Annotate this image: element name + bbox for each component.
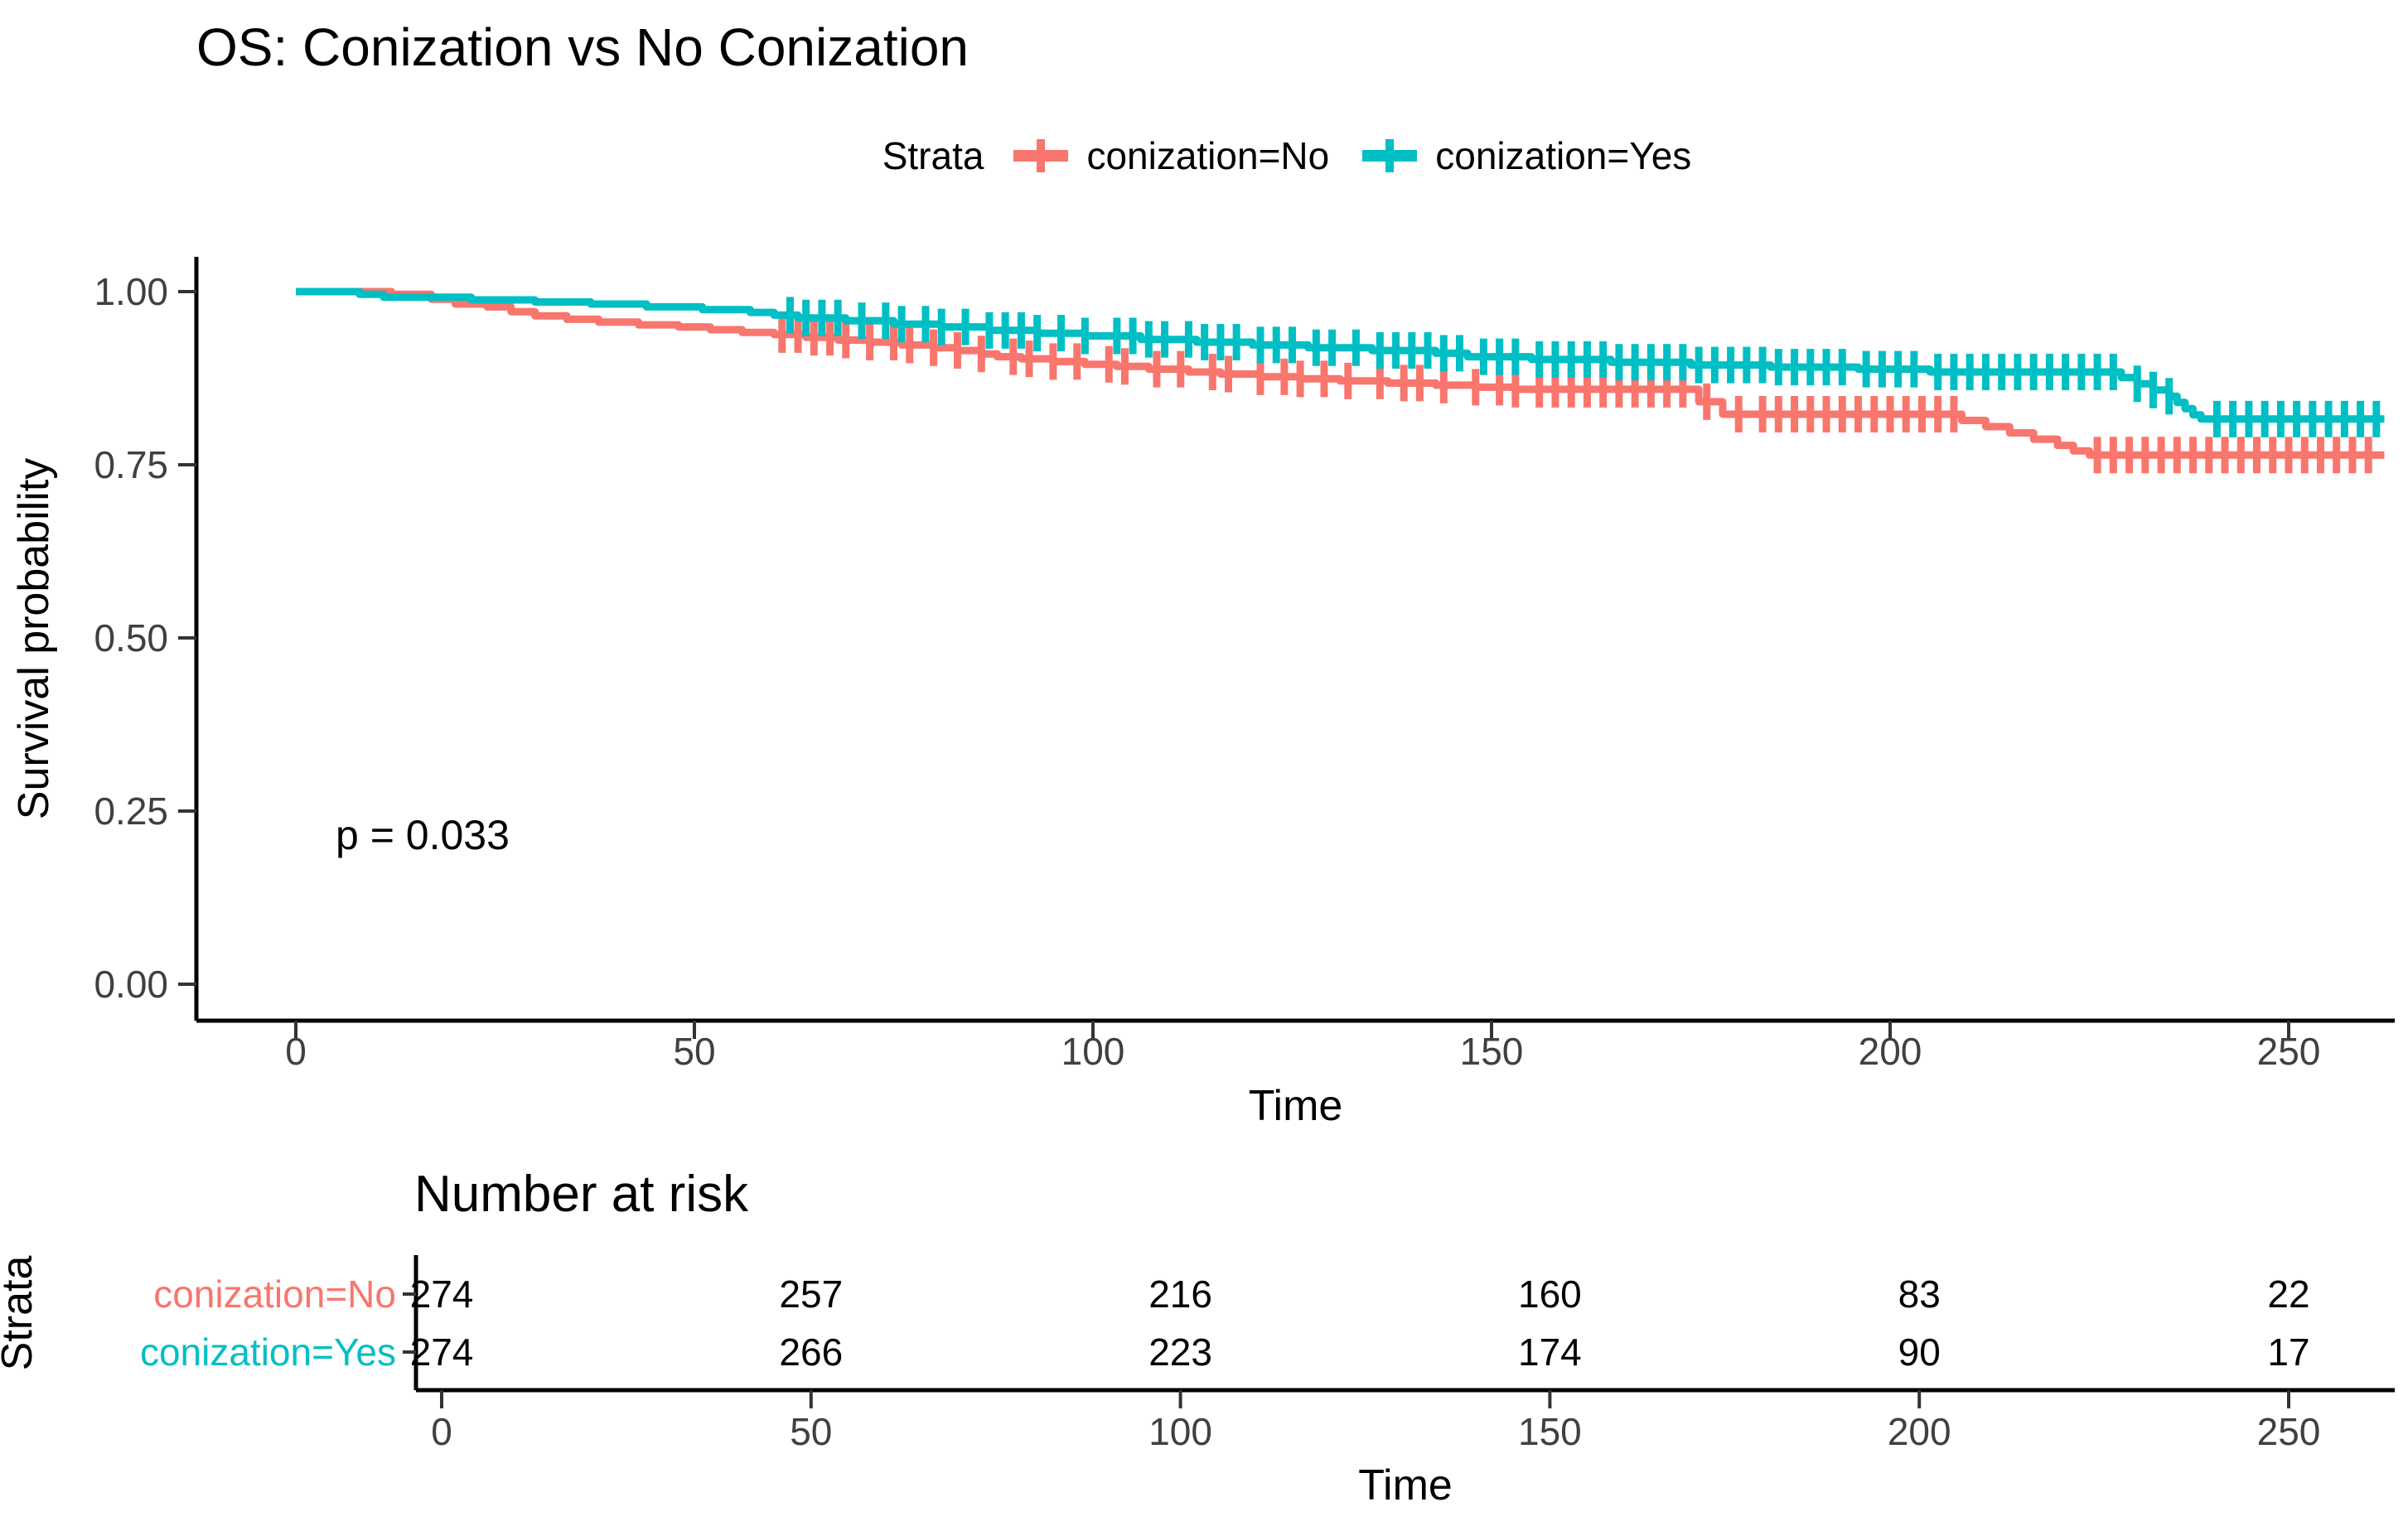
risk-count: 257 bbox=[779, 1273, 843, 1316]
risk-count: 223 bbox=[1148, 1331, 1212, 1374]
risk-count: 266 bbox=[779, 1331, 843, 1374]
legend-item-yes: conization=Yes bbox=[1362, 129, 1691, 182]
y-axis-title: Survival probability bbox=[10, 458, 58, 819]
legend-key-plus-icon bbox=[1362, 139, 1418, 172]
risk-x-tick-label: 250 bbox=[2257, 1410, 2321, 1453]
y-tick-label: 0.75 bbox=[94, 443, 168, 486]
risk-x-tick-label: 50 bbox=[790, 1410, 832, 1453]
legend: Strata conization=No conization=Yes bbox=[166, 126, 2408, 186]
legend-title: Strata bbox=[882, 134, 984, 177]
y-tick-label: 1.00 bbox=[94, 270, 168, 313]
x-tick-label: 250 bbox=[2257, 1030, 2321, 1073]
risk-x-axis-title: Time bbox=[1358, 1461, 1453, 1509]
risk-row-label-no: conization=No bbox=[153, 1273, 396, 1316]
risk-count: 22 bbox=[2267, 1273, 2309, 1316]
legend-items: conization=No conization=Yes bbox=[1013, 129, 1691, 182]
risk-count: 274 bbox=[410, 1331, 474, 1374]
risk-x-tick-label: 100 bbox=[1148, 1410, 1212, 1453]
x-tick-label: 150 bbox=[1460, 1030, 1524, 1073]
risk-x-tick-label: 150 bbox=[1518, 1410, 1582, 1453]
x-axis-title: Time bbox=[1249, 1082, 1343, 1130]
x-tick-label: 50 bbox=[673, 1030, 715, 1073]
risk-row-label-yes: conization=Yes bbox=[140, 1331, 396, 1374]
risk-count: 216 bbox=[1148, 1273, 1212, 1316]
risk-count: 274 bbox=[410, 1273, 474, 1316]
plot-title: OS: Conization vs No Conization bbox=[196, 17, 969, 77]
risk-strata-axis-title: Strata bbox=[0, 1256, 41, 1371]
y-tick-label: 0.00 bbox=[94, 963, 168, 1006]
risk-count: 83 bbox=[1898, 1273, 1941, 1316]
survival-plot-svg: 1.00 0.75 0.50 0.25 0.00 0 50 100 150 200 250 Time S… bbox=[10, 257, 2395, 1130]
y-tick-label: 0.50 bbox=[94, 616, 168, 659]
risk-count: 90 bbox=[1898, 1331, 1941, 1374]
p-value: p = 0.033 bbox=[336, 812, 510, 858]
risk-x-tick-label: 200 bbox=[1888, 1410, 1951, 1453]
y-tick-label: 0.25 bbox=[94, 790, 168, 833]
risk-count: 174 bbox=[1518, 1331, 1582, 1374]
x-tick-label: 0 bbox=[285, 1030, 307, 1073]
legend-key-plus-icon bbox=[1013, 139, 1069, 172]
km-curve-yes bbox=[296, 287, 2385, 423]
risk-table-svg: Number at risk Strata conization=No 274 257 2… bbox=[0, 1166, 2395, 1509]
censor-marks-no bbox=[778, 316, 2372, 474]
x-tick-label: 100 bbox=[1061, 1030, 1125, 1073]
censor-marks-yes bbox=[786, 297, 2381, 437]
risk-count: 160 bbox=[1518, 1273, 1582, 1316]
legend-item-label: conization=No bbox=[1086, 134, 1330, 177]
risk-x-tick-label: 0 bbox=[431, 1410, 452, 1453]
risk-count: 17 bbox=[2267, 1331, 2309, 1374]
legend-item-label: conization=Yes bbox=[1435, 134, 1692, 177]
legend-item-no: conization=No bbox=[1013, 129, 1329, 182]
risk-table-header: Number at risk bbox=[414, 1166, 749, 1223]
x-tick-label: 200 bbox=[1859, 1030, 1922, 1073]
